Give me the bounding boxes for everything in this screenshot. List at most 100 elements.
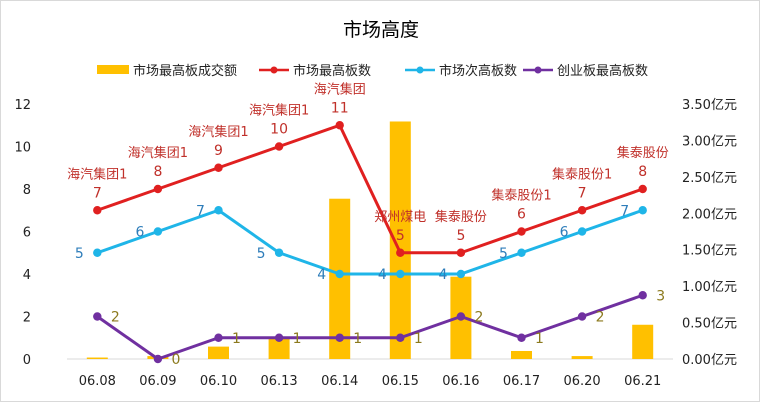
series-point-1 [396, 269, 405, 279]
right-axis-tick-label: 0.00亿元 [682, 353, 737, 368]
data-label-value: 2 [111, 310, 120, 326]
right-axis-tick-label: 1.50亿元 [682, 244, 737, 259]
data-label-value: 10 [270, 122, 288, 138]
data-label-value: 8 [153, 164, 162, 180]
right-axis-tick-label: 2.00亿元 [682, 207, 737, 222]
data-label-value: 5 [257, 246, 266, 262]
data-label-stock: 郑州煤电 [374, 210, 426, 225]
series-point-1 [517, 248, 526, 257]
right-axis-tick-label: 2.50亿元 [682, 171, 737, 186]
series-point-0 [214, 163, 223, 172]
series-point-0 [456, 248, 466, 257]
data-label-value: 1 [232, 331, 241, 347]
series-point-2 [577, 312, 587, 321]
data-label-value: 0 [171, 352, 180, 368]
data-label-value: 5 [75, 246, 84, 262]
series-point-0 [274, 142, 284, 151]
x-axis-tick-label: 06.16 [442, 374, 479, 389]
series-point-1 [93, 248, 102, 257]
data-label-value: 4 [317, 267, 326, 283]
data-label-stock: 海汽集团1 [249, 103, 309, 119]
data-label-value: 8 [638, 164, 647, 180]
data-label-stock: 海汽集团1 [128, 145, 188, 161]
series-point-1 [577, 227, 587, 236]
data-label-value: 6 [560, 225, 569, 241]
data-label-value: 7 [196, 203, 205, 219]
series-point-2 [93, 312, 102, 321]
series-point-0 [396, 248, 405, 257]
x-axis-tick-label: 06.21 [624, 374, 661, 389]
left-axis-tick-label: 10 [14, 141, 31, 156]
legend-swatch-marker [534, 66, 542, 74]
x-axis-tick-label: 06.14 [321, 374, 358, 389]
data-label-value: 5 [456, 228, 465, 244]
data-label-stock: 海汽集团1 [67, 166, 127, 182]
data-label-value: 1 [293, 331, 302, 347]
chart-title: 市场高度 [343, 19, 419, 41]
left-axis-tick-label: 0 [23, 353, 31, 368]
series-point-1 [153, 227, 163, 236]
legend-label: 市场最高板数 [293, 63, 371, 79]
series-point-1 [335, 269, 344, 279]
data-label-value: 9 [214, 143, 223, 159]
series-point-1 [456, 269, 466, 279]
series-line-0 [96, 123, 644, 255]
data-label-value: 1 [414, 331, 423, 347]
data-label-value: 4 [438, 267, 447, 283]
left-axis-tick-label: 8 [23, 183, 31, 198]
data-label-value: 11 [331, 100, 349, 116]
bar-turnover [632, 324, 654, 359]
data-label-stock: 集泰股份1 [491, 188, 551, 204]
bar-turnover [268, 337, 290, 359]
x-axis-tick-label: 06.09 [139, 374, 176, 389]
data-label-stock: 海汽集团1 [188, 124, 248, 140]
series-point-2 [396, 333, 405, 342]
data-label-value: 7 [93, 185, 102, 201]
data-label-stock: 集泰股份1 [552, 166, 612, 182]
data-label-value: 1 [353, 331, 362, 347]
data-label-value: 5 [499, 246, 508, 262]
series-line-2 [96, 293, 644, 361]
series-point-0 [577, 206, 587, 215]
right-axis-tick-label: 1.00亿元 [682, 280, 737, 295]
series-point-0 [335, 121, 344, 130]
data-label-value: 2 [474, 310, 483, 326]
series-point-2 [214, 333, 223, 342]
x-axis-tick-label: 06.15 [382, 374, 419, 389]
series-point-1 [214, 206, 223, 215]
data-label-value: 3 [656, 288, 665, 304]
x-axis-tick-label: 06.17 [503, 374, 540, 389]
bar-turnover [389, 121, 411, 359]
x-axis-tick-label: 06.13 [260, 374, 297, 389]
legend-swatch-marker [416, 66, 424, 74]
bar-turnover [86, 357, 108, 359]
series-point-2 [153, 354, 163, 364]
series-point-0 [93, 206, 102, 215]
data-label-value: 6 [135, 225, 144, 241]
x-axis-tick-label: 06.20 [563, 374, 600, 389]
data-label-stock: 集泰股份 [435, 209, 487, 225]
x-axis-tick-label: 06.10 [200, 374, 237, 389]
legend-label: 市场最高板成交额 [133, 63, 237, 79]
data-label-value: 4 [378, 267, 387, 283]
legend-swatch-bar [97, 65, 129, 74]
series-point-0 [517, 227, 526, 236]
right-axis-tick-label: 3.50亿元 [682, 98, 737, 113]
series-point-1 [274, 248, 284, 257]
bar-turnover [511, 350, 532, 359]
series-point-0 [153, 184, 163, 194]
legend-label: 市场次高板数 [439, 63, 517, 79]
legend-swatch-marker [270, 66, 278, 74]
right-axis-tick-label: 3.00亿元 [682, 134, 737, 149]
data-label-value: 7 [578, 185, 587, 201]
bar-turnover [571, 356, 593, 359]
series-point-0 [638, 184, 647, 194]
data-label-value: 2 [596, 310, 605, 326]
data-label-value: 5 [396, 228, 405, 244]
data-label-value: 6 [517, 207, 526, 223]
series-point-1 [638, 206, 647, 215]
left-axis-tick-label: 6 [23, 226, 31, 241]
legend-label: 创业板最高板数 [557, 63, 648, 79]
